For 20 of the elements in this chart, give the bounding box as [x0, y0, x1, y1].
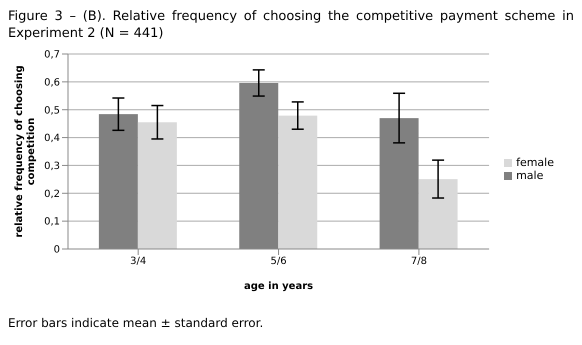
y-tick-label: 0,7 — [44, 50, 60, 61]
y-tick-label: 0,5 — [44, 105, 60, 116]
y-tick-label: 0,1 — [44, 216, 60, 228]
y-tick-label: 0,2 — [44, 188, 60, 200]
y-tick-label: 0,4 — [44, 133, 60, 144]
x-tick-label: 7/8 — [410, 256, 427, 268]
bar — [418, 179, 458, 249]
text: Error bars indicate mean ± standard error. — [8, 316, 264, 330]
chart-title: Figure 3 – (B). Relative frequency of choosing the competitive payment scheme in Experiment 2 (N = 441) — [8, 8, 574, 43]
bar — [138, 122, 177, 249]
y-axis-title: relative frequency of choosing competition — [14, 65, 37, 238]
x-tick-label: 3/4 — [130, 256, 146, 268]
x-tick-label: 5/6 — [270, 256, 287, 268]
y-tick-label: 0,6 — [44, 77, 60, 88]
y-tick-label: 0,3 — [44, 160, 60, 172]
y-tick-label: 0 — [54, 244, 60, 256]
legend-label: female — [516, 156, 554, 169]
x-axis-title: age in years — [244, 281, 314, 292]
legend-label: male — [516, 169, 544, 182]
bar — [278, 116, 318, 249]
